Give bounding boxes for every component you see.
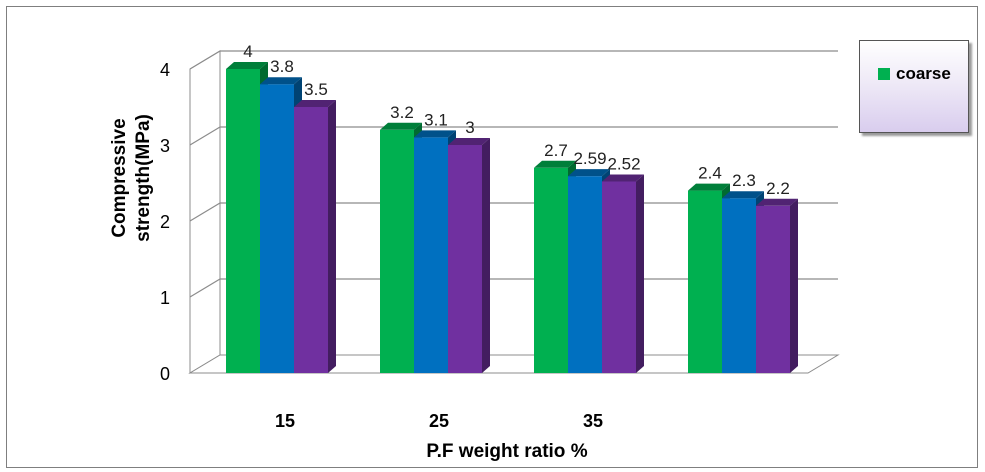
x-tick-labels: 15 25 35: [275, 411, 603, 431]
y-tick-label: 2: [160, 212, 170, 232]
bar-top: [756, 198, 798, 206]
y-tick-label: 1: [160, 288, 170, 308]
bar-side: [328, 100, 336, 373]
bar-top: [260, 77, 302, 85]
legend-swatch-icon: [878, 68, 890, 80]
bar: [602, 174, 644, 373]
data-label: 2.3: [732, 171, 756, 190]
data-label: 3.8: [270, 57, 294, 76]
bar: [448, 138, 490, 373]
bar: [294, 100, 336, 373]
bar-front: [294, 107, 328, 373]
bar-front: [688, 190, 722, 373]
data-label: 3.1: [424, 110, 448, 129]
y-tick-label: 3: [160, 136, 170, 156]
data-label: 3.5: [304, 80, 328, 99]
bar-front: [380, 129, 414, 373]
bar-front: [448, 145, 482, 373]
bar-top: [380, 122, 422, 130]
x-tick-label: 35: [583, 411, 603, 431]
bar-side: [636, 174, 644, 373]
bar-front: [722, 198, 756, 373]
y-tick-labels: 0 1 2 3 4: [160, 60, 170, 384]
bar-top: [602, 174, 644, 182]
bar-top: [688, 183, 730, 191]
legend-entry: coarse: [878, 64, 951, 84]
x-tick-label: 25: [429, 411, 449, 431]
legend-label: coarse: [896, 64, 951, 83]
y-tick-label: 0: [160, 364, 170, 384]
x-axis-title: P.F weight ratio %: [426, 441, 587, 462]
bar: [756, 198, 798, 373]
chart-frame: [6, 6, 978, 468]
legend: coarse: [859, 40, 969, 133]
bar-side: [790, 198, 798, 373]
y-axis-title: Compressive strength(MPa): [109, 114, 154, 242]
bar-front: [226, 69, 260, 373]
bar-front: [260, 84, 294, 373]
data-label: 2.4: [698, 164, 722, 183]
data-labels: 4 3.8 3.5 3.2 3.1 3 2.7 2.59 2.52 2.4 2.3 2.2: [243, 42, 790, 198]
data-label: 4: [243, 42, 252, 61]
bar-front: [568, 176, 602, 373]
gridline: [189, 50, 838, 70]
bar-top: [226, 62, 268, 69]
bar-top: [568, 169, 610, 177]
data-label: 2.59: [573, 149, 606, 168]
bar-top: [722, 191, 764, 199]
data-label: 3: [465, 118, 474, 137]
bar-front: [414, 137, 448, 373]
y-axis-title-line-2: strength(MPa): [133, 114, 154, 242]
data-label: 2.52: [607, 154, 640, 173]
bar-front: [534, 167, 568, 373]
y-axis-title-line-1: Compressive: [109, 118, 130, 237]
x-tick-label: 15: [275, 411, 295, 431]
bar-front: [602, 181, 636, 373]
y-tick-label: 4: [160, 60, 170, 80]
bar-top: [448, 138, 490, 145]
data-label: 3.2: [390, 103, 414, 122]
gridline: [189, 126, 838, 146]
bar-top: [294, 100, 336, 107]
bar-front: [756, 205, 790, 373]
bar-top: [414, 130, 456, 138]
bars: [226, 62, 798, 373]
bar-side: [482, 138, 490, 373]
data-label: 2.2: [766, 179, 790, 198]
data-label: 2.7: [544, 141, 568, 160]
bar-top: [534, 160, 576, 168]
